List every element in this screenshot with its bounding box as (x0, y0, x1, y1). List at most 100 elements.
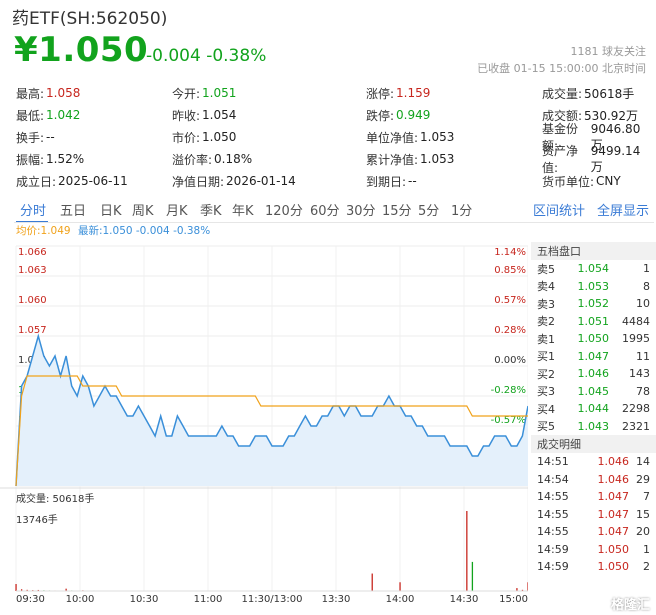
bid-row: 买3 1.045 78 (531, 383, 656, 401)
level-label: 买3 (537, 385, 555, 399)
trade-time: 14:59 (537, 542, 569, 556)
quote-cell: 市价: 1.050 (172, 129, 366, 146)
level-label: 卖1 (537, 332, 555, 346)
quote-label: 累计净值: (366, 152, 419, 167)
price: 1.046 (597, 455, 630, 469)
volume-bar (371, 573, 373, 591)
tab-0[interactable]: 分时 (20, 204, 47, 219)
quote-cell: 基金份额: 9046.80万 (542, 120, 646, 154)
quote-cell: 最高: 1.058 (16, 85, 172, 102)
quote-cell: 到期日: -- (366, 173, 542, 190)
quote-value: -- (46, 130, 55, 144)
order-book: 五档盘口 卖5 1.054 1 卖4 1.053 8 卖3 1.052 10 卖2 1.051 4484… (531, 242, 656, 576)
level-label: 买5 (537, 420, 555, 434)
quote-label: 涨停: (366, 86, 395, 101)
volume-bar (20, 589, 23, 591)
volume: 7 (643, 490, 650, 504)
quote-cell: 最低: 1.042 (16, 107, 172, 124)
bid-row: 买1 1.047 11 (531, 348, 656, 366)
y-tick-label-right: 0.85% (494, 265, 526, 276)
quote-cell: 成交量: 50618手 (542, 85, 646, 102)
quote-label: 昨收: (172, 108, 201, 123)
price: 1.046 (597, 472, 630, 486)
volume: 8 (643, 279, 650, 293)
x-tick-label: 13:30 (322, 594, 351, 605)
period-tabs: 分时 五日 日K 周K 月K 季K 年K 120分 60分 30分 15分 5分 1分 区间统计 全屏显示 (14, 198, 654, 222)
volume-label: 成交量: 50618手 (16, 492, 94, 505)
ask-row: 卖3 1.052 10 (531, 295, 656, 313)
price-change: -0.004 -0.38% (146, 46, 267, 66)
volume: 10 (636, 297, 650, 311)
quote-value: 1.053 (420, 152, 455, 166)
quote-row: 振幅: 1.52% 溢价率: 0.18% 累计净值: 1.053 资产净值: 9499.14万 (16, 144, 646, 176)
tab-8[interactable]: 60分 (310, 204, 340, 219)
quote-label: 成交额: (542, 108, 583, 123)
price: 1.047 (597, 490, 630, 504)
tab-10[interactable]: 15分 (382, 204, 412, 219)
tab-6[interactable]: 年K (232, 204, 254, 219)
quote-label: 市价: (172, 130, 201, 145)
tab-9[interactable]: 30分 (346, 204, 376, 219)
price-line (15, 333, 528, 487)
trade-row: 14:59 1.050 1 (531, 541, 656, 559)
trade-row: 14:59 1.050 2 (531, 558, 656, 576)
bid-row: 买2 1.046 143 (531, 365, 656, 383)
tab-7[interactable]: 120分 (265, 204, 303, 219)
tab-2[interactable]: 日K (100, 204, 122, 219)
x-tick-label: 15:00 (499, 594, 528, 605)
quote-grid: 最高: 1.058 今开: 1.051 涨停: 1.159 成交量: 50618手 最低: 1.0… (16, 82, 646, 192)
volume: 29 (636, 472, 650, 486)
quote-label: 换手: (16, 130, 45, 145)
quote-cell: 换手: -- (16, 129, 172, 146)
tab-12[interactable]: 1分 (451, 204, 473, 219)
trade-time: 14:54 (537, 472, 569, 486)
quote-value: 50618手 (584, 86, 635, 101)
quote-value: CNY (596, 174, 621, 188)
quote-label: 到期日: (366, 174, 407, 189)
y-tick-label-right: 0.57% (494, 295, 526, 306)
tab-4[interactable]: 月K (166, 204, 188, 219)
volume: 15 (636, 507, 650, 521)
intraday-chart[interactable]: 1.066 1.14% 1.063 0.85% 1.060 0.57% 1.057 0.28%… (0, 236, 528, 606)
ask-row: 卖4 1.053 8 (531, 278, 656, 296)
quote-label: 跌停: (366, 108, 395, 123)
quote-row: 最低: 1.042 昨收: 1.054 跌停: 0.949 成交额: 530.92万 (16, 104, 646, 126)
price: 1.053 (577, 279, 610, 293)
avg-price-legend: 均价:1.049 (16, 225, 71, 237)
quote-value: 1.051 (202, 86, 237, 100)
quote-cell: 成立日: 2025-06-11 (16, 173, 172, 190)
quote-cell: 涨停: 1.159 (366, 85, 542, 102)
tab-11[interactable]: 5分 (418, 204, 440, 219)
tab-3[interactable]: 周K (132, 204, 154, 219)
trade-time: 14:55 (537, 525, 569, 539)
quote-label: 成交量: (542, 86, 583, 101)
fullscreen-button[interactable]: 全屏显示 (597, 204, 650, 219)
quote-label: 资产净值: (542, 144, 579, 175)
trade-time: 14:55 (537, 490, 569, 504)
followers-count[interactable]: 1181 球友关注 (570, 45, 647, 58)
bid-row: 买4 1.044 2298 (531, 400, 656, 418)
y-tick-label-right: 0.28% (494, 325, 526, 336)
quote-label: 最高: (16, 86, 45, 101)
volume: 2298 (622, 402, 650, 416)
quote-label: 货币单位: (542, 174, 595, 189)
quote-value: 1.52% (46, 152, 85, 166)
quote-cell: 振幅: 1.52% (16, 151, 172, 168)
volume-bar (516, 588, 518, 591)
volume: 1995 (622, 332, 650, 346)
quote-row: 最高: 1.058 今开: 1.051 涨停: 1.159 成交量: 50618手 (16, 82, 646, 104)
tab-1[interactable]: 五日 (60, 204, 87, 219)
quote-value: 1.159 (396, 86, 431, 100)
price: 1.047 (577, 349, 610, 363)
range-stats-button[interactable]: 区间统计 (533, 204, 586, 219)
quote-value: 1.050 (202, 130, 237, 144)
price-area (16, 336, 528, 486)
price: 1.052 (577, 297, 610, 311)
quote-label: 今开: (172, 86, 201, 101)
volume-bar (399, 582, 401, 591)
divider (14, 222, 654, 223)
tab-5[interactable]: 季K (200, 204, 222, 219)
quote-value: 2025-06-11 (58, 174, 128, 188)
quote-label: 振幅: (16, 152, 45, 167)
volume: 78 (636, 384, 650, 398)
